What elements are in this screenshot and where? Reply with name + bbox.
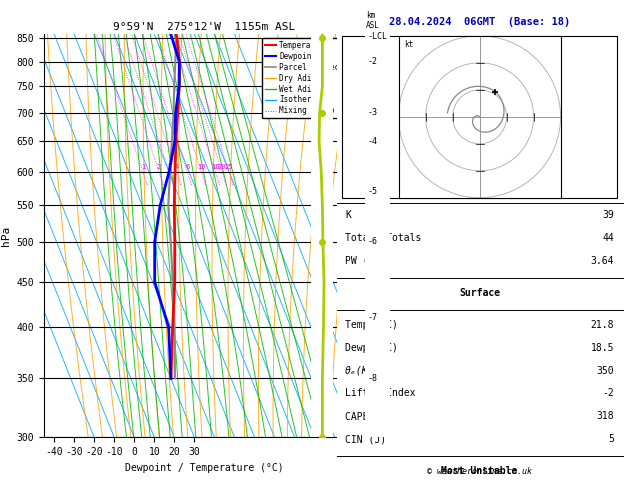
Text: kt: kt <box>404 40 413 49</box>
Text: 318: 318 <box>596 411 614 421</box>
Text: PW (cm): PW (cm) <box>345 256 386 266</box>
Text: CAPE (J): CAPE (J) <box>345 411 392 421</box>
Text: -4: -4 <box>367 137 377 146</box>
Text: CIN (J): CIN (J) <box>345 434 386 444</box>
Text: 18.5: 18.5 <box>591 343 614 353</box>
Text: -8: -8 <box>367 374 377 383</box>
Text: 350: 350 <box>596 365 614 376</box>
Title: 9°59'N  275°12'W  1155m ASL: 9°59'N 275°12'W 1155m ASL <box>113 22 296 32</box>
Text: 16: 16 <box>211 164 220 170</box>
Text: -3: -3 <box>367 108 377 117</box>
Text: Most Unstable: Most Unstable <box>442 466 518 476</box>
Legend: Temperature, Dewpoint, Parcel Trajectory, Dry Adiabat, Wet Adiabat, Isotherm, Mi: Temperature, Dewpoint, Parcel Trajectory… <box>262 38 361 119</box>
Text: 28.04.2024  06GMT  (Base: 18): 28.04.2024 06GMT (Base: 18) <box>389 17 571 27</box>
Text: © weatheronline.co.uk: © weatheronline.co.uk <box>427 468 532 476</box>
Text: 4: 4 <box>174 164 179 170</box>
Text: K: K <box>345 210 351 220</box>
Text: Mixing Ratio (g/kg): Mixing Ratio (g/kg) <box>391 208 399 303</box>
Text: km
ASL: km ASL <box>366 11 380 30</box>
Y-axis label: hPa: hPa <box>1 226 11 246</box>
Text: 25: 25 <box>225 164 233 170</box>
Bar <box>342 36 617 198</box>
Text: -LCL: -LCL <box>367 32 387 41</box>
Text: Totals Totals: Totals Totals <box>345 233 421 243</box>
Text: -7: -7 <box>367 313 377 322</box>
Text: Surface: Surface <box>459 288 500 298</box>
Text: -5: -5 <box>367 187 377 196</box>
Text: 6: 6 <box>185 164 189 170</box>
X-axis label: Dewpoint / Temperature (°C): Dewpoint / Temperature (°C) <box>125 463 284 473</box>
Text: θₑ(K): θₑ(K) <box>345 365 374 376</box>
Text: 3.64: 3.64 <box>591 256 614 266</box>
Text: 3: 3 <box>167 164 171 170</box>
Text: Dewp (°C): Dewp (°C) <box>345 343 398 353</box>
Text: Temp (°C): Temp (°C) <box>345 320 398 330</box>
Text: 10: 10 <box>198 164 206 170</box>
Text: 1: 1 <box>141 164 145 170</box>
Text: -2: -2 <box>367 57 377 66</box>
Text: -6: -6 <box>367 237 377 246</box>
Text: 39: 39 <box>603 210 614 220</box>
Text: 5: 5 <box>608 434 614 444</box>
Text: Lifted Index: Lifted Index <box>345 388 416 399</box>
Text: 44: 44 <box>603 233 614 243</box>
Text: 2: 2 <box>157 164 161 170</box>
Text: 21.8: 21.8 <box>591 320 614 330</box>
Text: 20: 20 <box>218 164 226 170</box>
Text: -2: -2 <box>603 388 614 399</box>
